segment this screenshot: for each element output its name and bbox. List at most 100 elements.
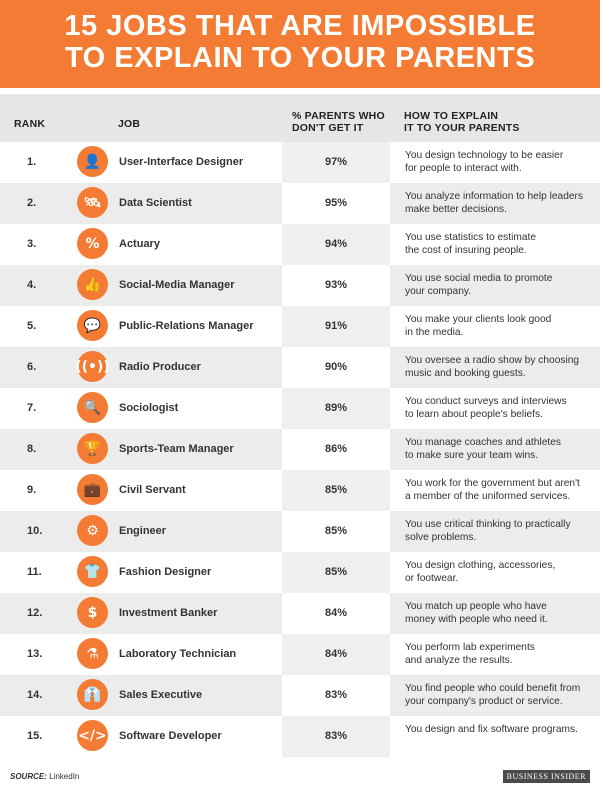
percent-parents: 97% <box>324 156 348 168</box>
job-title: Actuary <box>119 238 160 250</box>
table-row: 1. 👤 User-Interface Designer 97% You design … <box>0 142 600 183</box>
rank: 15. <box>27 730 43 742</box>
percent-parents: 91% <box>324 320 348 332</box>
job-title: Software Developer <box>119 730 222 742</box>
how-to-explain: You design technology to be easier for pe… <box>405 149 593 175</box>
how-to-explain-line-1: You make your clients look good <box>405 314 552 325</box>
how-to-explain-line-1: You work for the government but aren't <box>405 478 580 489</box>
table-row: 8. 🏆 Sports-Team Manager 86% You manage coac… <box>0 429 600 470</box>
how-to-explain: You conduct surveys and interviews to lea… <box>405 395 593 421</box>
thumbs-up-icon: 👍 <box>77 269 108 300</box>
table-row: 2. 🛰 Data Scientist 95% You analyze informat… <box>0 183 600 224</box>
how-to-explain-line-2: your company. <box>405 286 472 297</box>
table-row: 5. 💬 Public-Relations Manager 91% You make y… <box>0 306 600 347</box>
percent-column-cell <box>282 429 390 470</box>
how-to-explain: You find people who could benefit from yo… <box>405 682 593 708</box>
how-to-explain: You match up people who have money with p… <box>405 600 593 626</box>
header-percent-line-2: DON'T GET IT <box>292 122 364 134</box>
speech-bubble-icon: 💬 <box>77 310 108 341</box>
table-row: 15. </> Software Developer 83% You design an… <box>0 716 600 757</box>
job-title: Social-Media Manager <box>119 279 235 291</box>
job-title: Sports-Team Manager <box>119 443 234 455</box>
rank: 6. <box>27 361 37 373</box>
header-job: JOB <box>118 118 141 130</box>
table-row: 9. 💼 Civil Servant 85% You work for the gove… <box>0 470 600 511</box>
how-to-explain-line-2: and analyze the results. <box>405 655 513 666</box>
table-row: 12. $ Investment Banker 84% You match up peo… <box>0 593 600 634</box>
how-to-explain: You oversee a radio show by choosing musi… <box>405 354 593 380</box>
t-shirt-icon: 👕 <box>77 556 108 587</box>
job-title: Investment Banker <box>119 607 218 619</box>
title-line-1: 15 JOBS THAT ARE IMPOSSIBLE <box>64 10 536 42</box>
how-to-explain-line-2: to learn about people's beliefs. <box>405 409 543 420</box>
percent-parents: 84% <box>324 648 348 660</box>
how-to-explain-line-1: You analyze information to help leaders <box>405 191 584 202</box>
rank: 5. <box>27 320 37 332</box>
how-to-explain-line-1: You oversee a radio show by choosing <box>405 355 580 366</box>
how-to-explain-line-1: You use critical thinking to practically <box>405 519 571 530</box>
rank: 13. <box>27 648 43 660</box>
how-to-explain: You work for the government but aren't a … <box>405 477 593 503</box>
how-to-explain-line-2: solve problems. <box>405 532 477 543</box>
title-line-2: TO EXPLAIN TO YOUR PARENTS <box>64 42 536 74</box>
percent-parents: 83% <box>324 730 348 742</box>
rank: 2. <box>27 197 37 209</box>
how-to-explain-line-1: You find people who could benefit from <box>405 683 581 694</box>
percent-parents: 85% <box>324 525 348 537</box>
how-to-explain-line-1: You match up people who have <box>405 601 547 612</box>
how-to-explain: You use statistics to estimate the cost o… <box>405 231 593 257</box>
how-to-explain-line-2: your company's product or service. <box>405 696 563 707</box>
how-to-explain: You design and fix software programs. <box>405 723 593 736</box>
table-row: 6. ((•)) Radio Producer 90% You oversee a ra… <box>0 347 600 388</box>
job-title: Public-Relations Manager <box>119 320 254 332</box>
magnifying-glass-icon: 🔍 <box>77 392 108 423</box>
rank: 11. <box>27 566 42 578</box>
briefcase-icon: 💼 <box>77 474 108 505</box>
how-to-explain: You use social media to promote your comp… <box>405 272 593 298</box>
percent-parents: 93% <box>324 279 348 291</box>
percent-column-cell <box>282 388 390 429</box>
rank: 8. <box>27 443 37 455</box>
job-title: User-Interface Designer <box>119 156 244 168</box>
how-to-explain-line-1: You design clothing, accessories, <box>405 560 556 571</box>
how-to-explain-line-2: the cost of insuring people. <box>405 245 527 256</box>
how-to-explain-line-1: You conduct surveys and interviews <box>405 396 567 407</box>
job-title: Radio Producer <box>119 361 201 373</box>
table-body: 1. 👤 User-Interface Designer 97% You design … <box>0 142 600 757</box>
dollar-sign-icon: $ <box>77 597 108 628</box>
source-credit: SOURCE: LinkedIn <box>10 772 79 781</box>
percent-parents: 86% <box>324 443 348 455</box>
percent-column-cell <box>282 716 390 757</box>
table-row: 11. 👕 Fashion Designer 85% You design clothi… <box>0 552 600 593</box>
trophy-icon: 🏆 <box>77 433 108 464</box>
table-row: 7. 🔍 Sociologist 89% You conduct surveys and… <box>0 388 600 429</box>
job-title: Sociologist <box>119 402 179 414</box>
how-to-explain-line-2: in the media. <box>405 327 464 338</box>
percent-column-cell <box>282 142 390 183</box>
percent-icon: % <box>77 228 108 259</box>
table-row: 10. ⚙ Engineer 85% You use critical thinking… <box>0 511 600 552</box>
table-row: 13. ⚗ Laboratory Technician 84% You perform … <box>0 634 600 675</box>
percent-column-cell <box>282 347 390 388</box>
how-to-explain-line-1: You design technology to be easier <box>405 150 564 161</box>
table-row: 3.% Actuary 94% You use statistics to estim… <box>0 224 600 265</box>
table-row: 14. 👔 Sales Executive 83% You find people wh… <box>0 675 600 716</box>
how-to-explain: You use critical thinking to practically… <box>405 518 593 544</box>
gears-icon: ⚙ <box>77 515 108 546</box>
job-title: Laboratory Technician <box>119 648 237 660</box>
header-rank: RANK <box>14 118 46 130</box>
job-title: Data Scientist <box>119 197 192 209</box>
percent-column-cell <box>282 511 390 552</box>
how-to-explain-line-2: money with people who need it. <box>405 614 548 625</box>
rank: 7. <box>27 402 37 414</box>
source-value: LinkedIn <box>46 772 80 781</box>
how-to-explain-line-2: or footwear. <box>405 573 459 584</box>
satellite-icon: 🛰 <box>77 187 108 218</box>
rank: 9. <box>27 484 37 496</box>
header-how-line-2: IT TO YOUR PARENTS <box>404 122 520 134</box>
percent-parents: 85% <box>324 566 348 578</box>
percent-column-cell <box>282 183 390 224</box>
header-how-line-1: HOW TO EXPLAIN <box>404 110 499 122</box>
table-row: 4. 👍 Social-Media Manager 93% You use social… <box>0 265 600 306</box>
percent-parents: 94% <box>324 238 348 250</box>
